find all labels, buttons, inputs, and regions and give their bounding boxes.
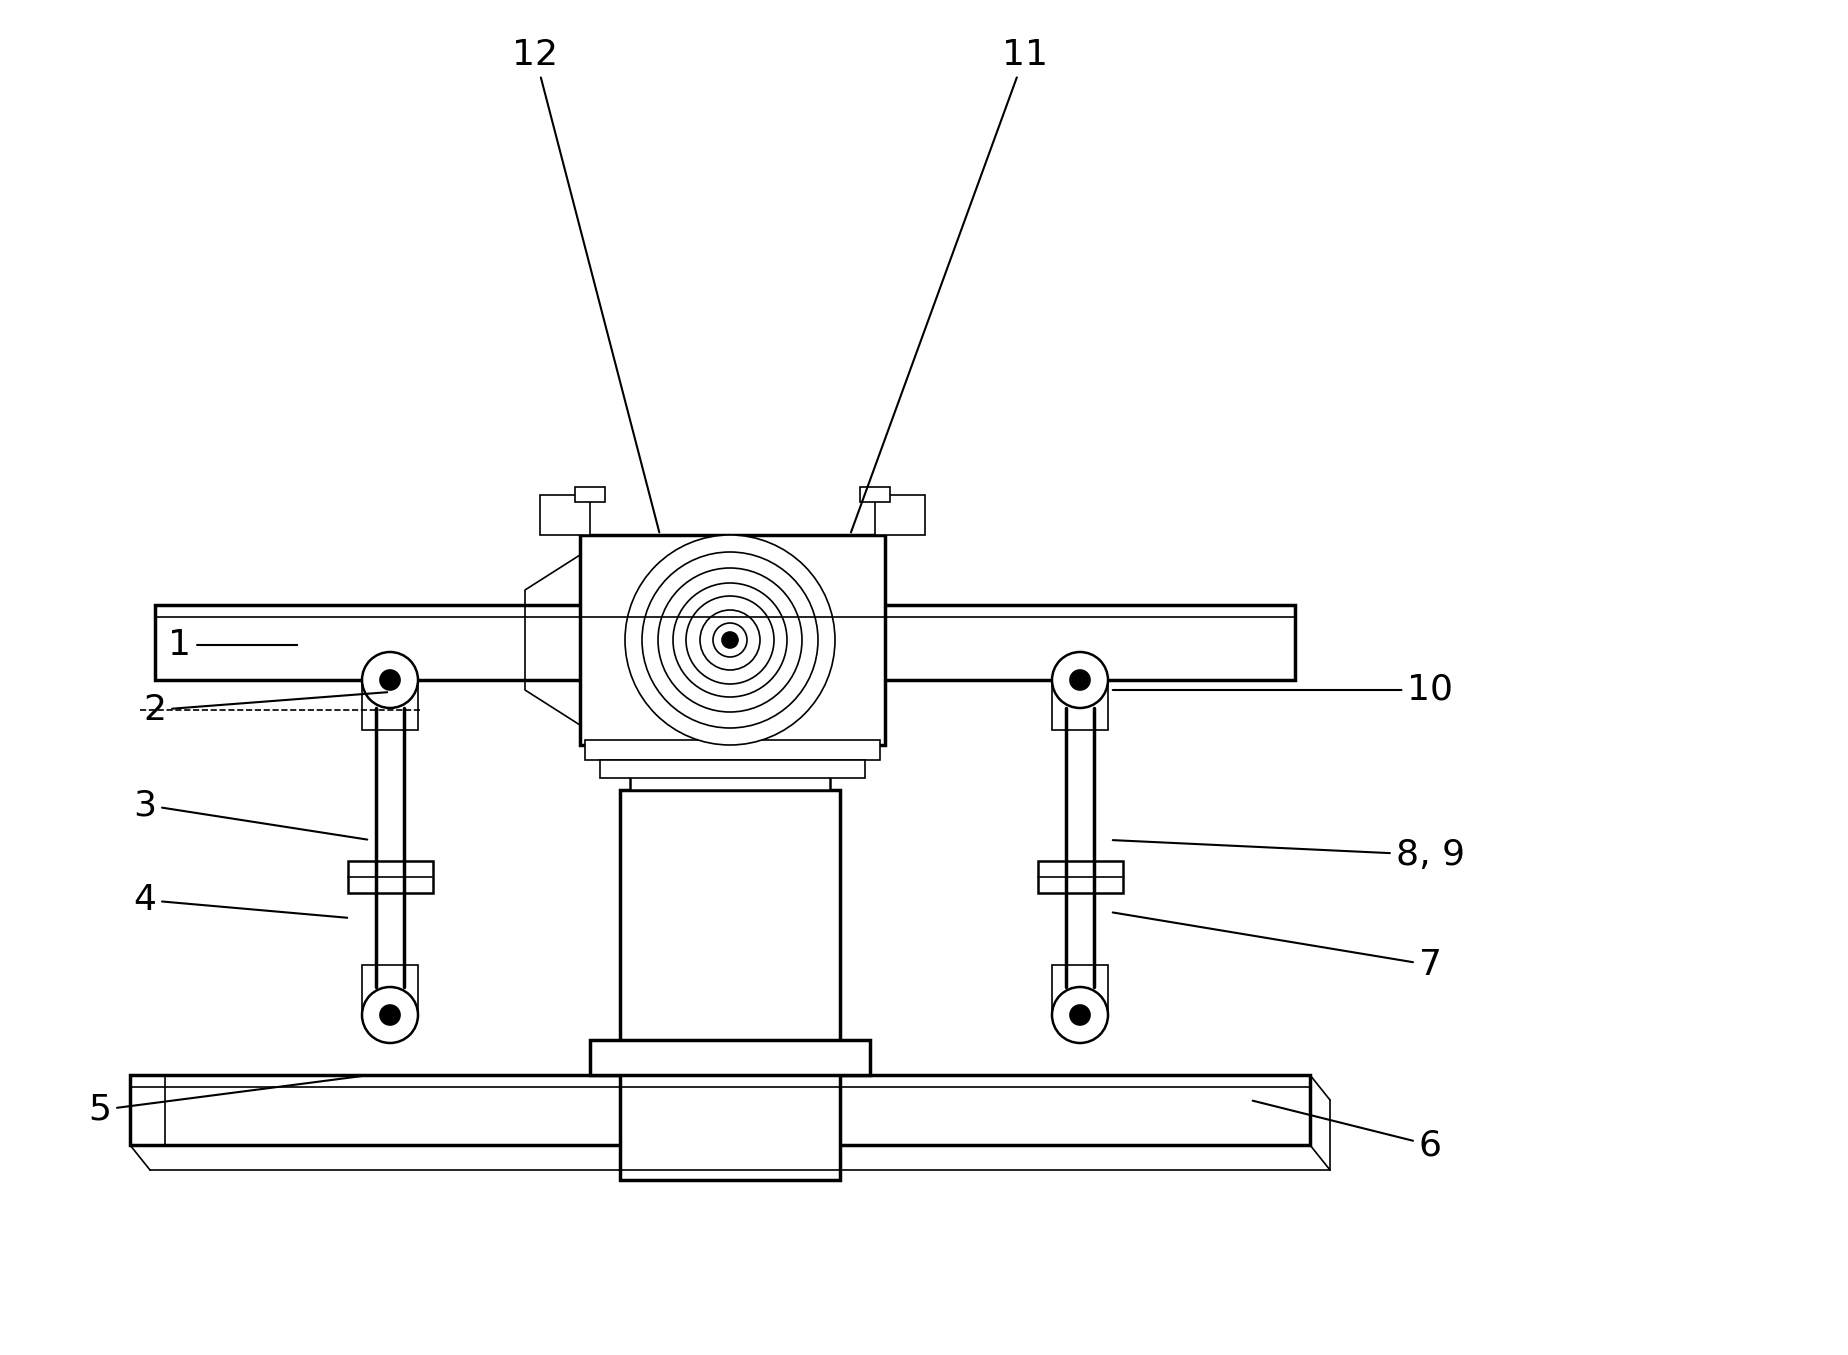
- Text: 12: 12: [512, 38, 660, 533]
- Bar: [590, 1041, 870, 1075]
- Bar: [347, 860, 432, 893]
- Bar: [362, 680, 418, 730]
- Bar: [619, 790, 841, 1180]
- Text: 1: 1: [168, 627, 298, 663]
- Bar: [859, 486, 891, 501]
- Circle shape: [1052, 986, 1109, 1043]
- Circle shape: [1052, 652, 1109, 709]
- Bar: [540, 495, 590, 535]
- Bar: [362, 965, 418, 1015]
- Text: 6: 6: [1253, 1100, 1441, 1163]
- Bar: [874, 495, 926, 535]
- Circle shape: [362, 986, 418, 1043]
- Circle shape: [723, 631, 737, 648]
- Text: 7: 7: [1112, 912, 1441, 982]
- Bar: [575, 486, 604, 501]
- Text: 2: 2: [144, 692, 388, 728]
- Circle shape: [658, 568, 802, 711]
- Bar: [586, 740, 880, 760]
- Text: 5: 5: [89, 1076, 368, 1127]
- Bar: [671, 580, 780, 604]
- Circle shape: [1070, 1005, 1090, 1024]
- Bar: [601, 760, 865, 778]
- Circle shape: [362, 652, 418, 709]
- Circle shape: [1070, 669, 1090, 690]
- Circle shape: [641, 551, 819, 728]
- Text: 10: 10: [1112, 673, 1453, 707]
- Circle shape: [625, 535, 835, 745]
- Circle shape: [381, 669, 399, 690]
- Circle shape: [700, 610, 760, 669]
- Text: 3: 3: [133, 789, 368, 840]
- Text: 4: 4: [133, 883, 347, 917]
- Bar: [129, 1075, 1310, 1145]
- Bar: [1052, 965, 1109, 1015]
- Text: 11: 11: [850, 38, 1048, 533]
- Circle shape: [673, 583, 787, 696]
- Bar: [155, 604, 1295, 680]
- Bar: [1052, 680, 1109, 730]
- Circle shape: [713, 623, 747, 657]
- Bar: [630, 755, 830, 790]
- Text: 8, 9: 8, 9: [1112, 837, 1464, 873]
- Circle shape: [381, 1005, 399, 1024]
- Circle shape: [686, 596, 774, 684]
- Bar: [1039, 860, 1124, 893]
- Bar: [580, 535, 885, 745]
